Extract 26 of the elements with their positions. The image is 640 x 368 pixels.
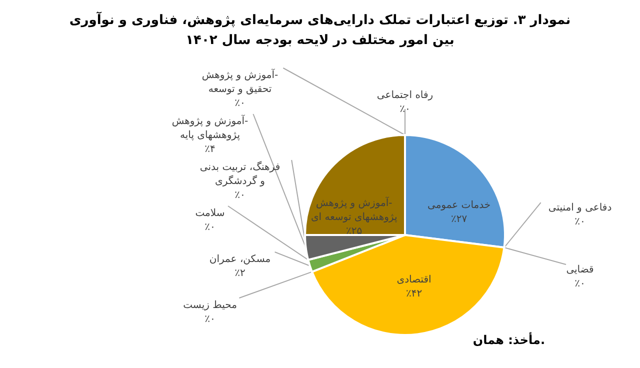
category-label: سلامت [195,208,225,219]
data-label: ٪۲ [234,268,246,279]
slice-label: خدمات عمومی [427,200,491,212]
text: ٪۰ [204,314,216,325]
slice-label: اقتصادی [396,274,432,286]
text: ٪۰ [234,190,246,201]
data-label: ٪۴ [204,144,216,155]
text: ٪۰ [574,216,586,228]
category-label: قضایی [566,264,594,276]
category-label: محیط زیست [183,300,237,311]
category-label: فرهنگ، تربیت بدنی و گردشگری [200,162,280,187]
data-label: ٪۲۷ [450,214,468,226]
text: مأخذ: همان. [472,332,545,347]
category-label: رفاه اجتماعی [376,90,434,101]
slice-label: آموزش و پژوهش- پژوهشهای پایه [172,114,249,141]
slice-label: آموزش و پژوهش- پژوهشهای توسعه ای [310,196,398,224]
category-label: آموزش و پژوهش- تحقیق و توسعه [202,70,278,95]
category-label: دفاعی و امنیتی [548,202,612,214]
text: ٪۰ [400,104,410,115]
text: ٪۰ [204,222,216,233]
data-label: ٪۲۵ [346,226,362,238]
data-label: ٪۴۲ [406,288,422,300]
text: ٪۰ [574,278,586,290]
text: ٪۰ [234,98,246,109]
slice-label: مسکن، عمران [209,254,271,265]
chart-title: نمودار ۳. توزیع اعتبارات تملک دارایی‌های سرمایه‌ای پژوهش، فناوری و نوآوری بین امور مختلف در لایحه بودجه سال ۱۴۰۲ [69,11,571,48]
